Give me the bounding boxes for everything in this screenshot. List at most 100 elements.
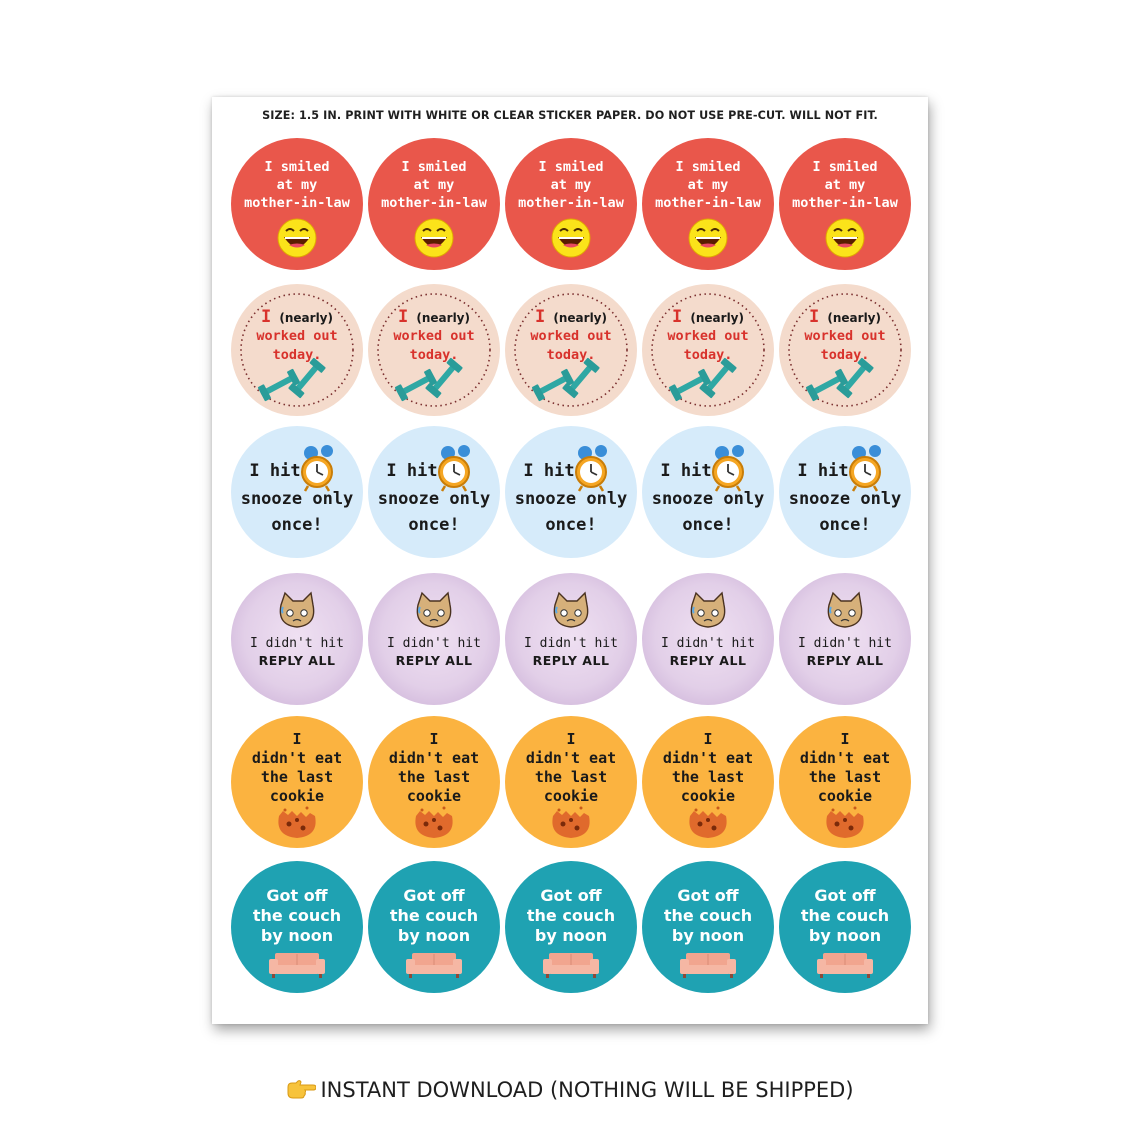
nervous-cat-icon	[690, 591, 726, 628]
sticker-text: I didn't hit	[250, 636, 344, 651]
sticker-text: cookie	[817, 787, 873, 805]
sticker-text: I smiled	[538, 159, 604, 175]
sticker-text: I smiled	[812, 159, 878, 175]
sheet-header: SIZE: 1.5 IN. PRINT WITH WHITE OR CLEAR …	[262, 109, 878, 122]
sticker-text: snooze only	[788, 489, 902, 509]
nervous-cat-icon	[279, 591, 315, 628]
sticker-text: cookie	[406, 787, 462, 805]
sticker-text: the couch	[389, 906, 479, 925]
sticker-smiled-mother-in-law: I smiled at my mother-in-law	[231, 138, 363, 270]
sticker-text: at my	[687, 177, 729, 193]
cookie-icon	[552, 806, 590, 838]
sticker-text: today.	[546, 347, 596, 363]
sticker-text: worked out	[256, 328, 338, 344]
sticker-text: I	[292, 730, 302, 748]
sticker-text: cookie	[269, 787, 325, 805]
sticker-text: once!	[271, 515, 323, 535]
sticker-text: worked out	[667, 328, 749, 344]
sticker-text: at my	[550, 177, 592, 193]
laughing-face-icon	[551, 218, 591, 258]
sticker-text: snooze only	[651, 489, 765, 509]
sticker-text: mother-in-law	[792, 195, 898, 211]
sticker-got-off-couch-by-noon: Got off the couch by noon	[368, 861, 500, 993]
couch-icon	[269, 953, 325, 978]
sticker-nearly-worked-out: I (nearly) worked out today.	[231, 284, 363, 416]
sticker-hit-snooze-once: I hit snooze only once!	[779, 426, 911, 558]
sticker-smiled-mother-in-law: I smiled at my mother-in-law	[779, 138, 911, 270]
sticker-text: the last	[534, 768, 608, 786]
sticker-text: mother-in-law	[381, 195, 487, 211]
sticker-nearly-worked-out: I (nearly) worked out today.	[505, 284, 637, 416]
pointing-hand-icon	[286, 1079, 317, 1104]
sticker-text: cookie	[680, 787, 736, 805]
sticker-text: snooze only	[240, 489, 354, 509]
sticker-text: I	[840, 730, 850, 748]
sticker-text: the last	[260, 768, 334, 786]
dotted-ring	[240, 293, 354, 407]
sticker-smiled-mother-in-law: I smiled at my mother-in-law	[505, 138, 637, 270]
dotted-ring	[514, 293, 628, 407]
dotted-ring	[377, 293, 491, 407]
sticker-text: by noon	[534, 926, 608, 945]
couch-icon	[680, 953, 736, 978]
sticker-text: today.	[409, 347, 459, 363]
laughing-face-icon	[277, 218, 317, 258]
sticker-text: I didn't hit	[524, 636, 618, 651]
sticker-text: I hit	[249, 461, 301, 481]
alarm-clock-icon	[301, 445, 333, 492]
sticker-didnt-hit-reply-all: I didn't hit REPLY ALL	[642, 573, 774, 705]
sticker-text: I (nearly)	[672, 307, 744, 327]
sticker-text: the couch	[663, 906, 753, 925]
sticker-text: I smiled	[401, 159, 467, 175]
couch-icon	[817, 953, 873, 978]
nervous-cat-icon	[553, 591, 589, 628]
dumbbell-icon	[394, 357, 463, 402]
couch-icon	[543, 953, 599, 978]
sticker-text: mother-in-law	[244, 195, 350, 211]
alarm-clock-icon	[575, 445, 607, 492]
nervous-cat-icon	[416, 591, 452, 628]
sticker-got-off-couch-by-noon: Got off the couch by noon	[231, 861, 363, 993]
sticker-hit-snooze-once: I hit snooze only once!	[231, 426, 363, 558]
sticker-got-off-couch-by-noon: Got off the couch by noon	[779, 861, 911, 993]
cookie-icon	[689, 806, 727, 838]
sticker-text: didn't eat	[388, 749, 480, 767]
sticker-didnt-hit-reply-all: I didn't hit REPLY ALL	[368, 573, 500, 705]
sticker-text: I didn't hit	[387, 636, 481, 651]
sticker-text: today.	[820, 347, 870, 363]
dumbbell-icon	[805, 357, 874, 402]
sticker-text: today.	[683, 347, 733, 363]
sticker-text: today.	[272, 347, 322, 363]
sticker-smiled-mother-in-law: I smiled at my mother-in-law	[642, 138, 774, 270]
alarm-clock-icon	[712, 445, 744, 492]
sticker-text: REPLY ALL	[669, 653, 747, 668]
sticker-grid: I smiled at my mother-in-law I smiled at…	[231, 138, 917, 1002]
sticker-text: Got off	[677, 886, 739, 905]
laughing-face-icon	[414, 218, 454, 258]
sticker-text: at my	[824, 177, 866, 193]
alarm-clock-icon	[438, 445, 470, 492]
sticker-text: I hit	[660, 461, 712, 481]
sticker-text: I smiled	[675, 159, 741, 175]
sticker-text: I	[703, 730, 713, 748]
sticker-nearly-worked-out: I (nearly) worked out today.	[368, 284, 500, 416]
sticker-didnt-eat-last-cookie: I didn't eat the last cookie	[505, 716, 637, 848]
sticker-text: I (nearly)	[398, 307, 470, 327]
sticker-text: once!	[819, 515, 871, 535]
sticker-text: by noon	[397, 926, 471, 945]
sticker-text: I hit	[797, 461, 849, 481]
laughing-face-icon	[825, 218, 865, 258]
sticker-text: I didn't hit	[661, 636, 755, 651]
sticker-text: once!	[408, 515, 460, 535]
sticker-text: the couch	[252, 906, 342, 925]
sticker-text: didn't eat	[525, 749, 617, 767]
dotted-ring	[788, 293, 902, 407]
sticker-text: Got off	[266, 886, 328, 905]
sticker-text: Got off	[403, 886, 465, 905]
sticker-text: I didn't hit	[798, 636, 892, 651]
sticker-text: REPLY ALL	[806, 653, 884, 668]
laughing-face-icon	[688, 218, 728, 258]
sticker-text: the last	[671, 768, 745, 786]
sticker-text: cookie	[543, 787, 599, 805]
sticker-text: I (nearly)	[535, 307, 607, 327]
